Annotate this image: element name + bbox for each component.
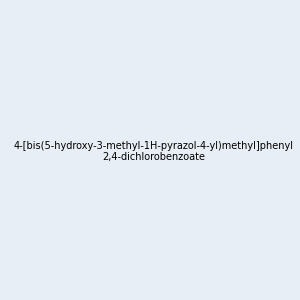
Text: 4-[bis(5-hydroxy-3-methyl-1H-pyrazol-4-yl)methyl]phenyl 2,4-dichlorobenzoate: 4-[bis(5-hydroxy-3-methyl-1H-pyrazol-4-y… xyxy=(14,141,294,162)
